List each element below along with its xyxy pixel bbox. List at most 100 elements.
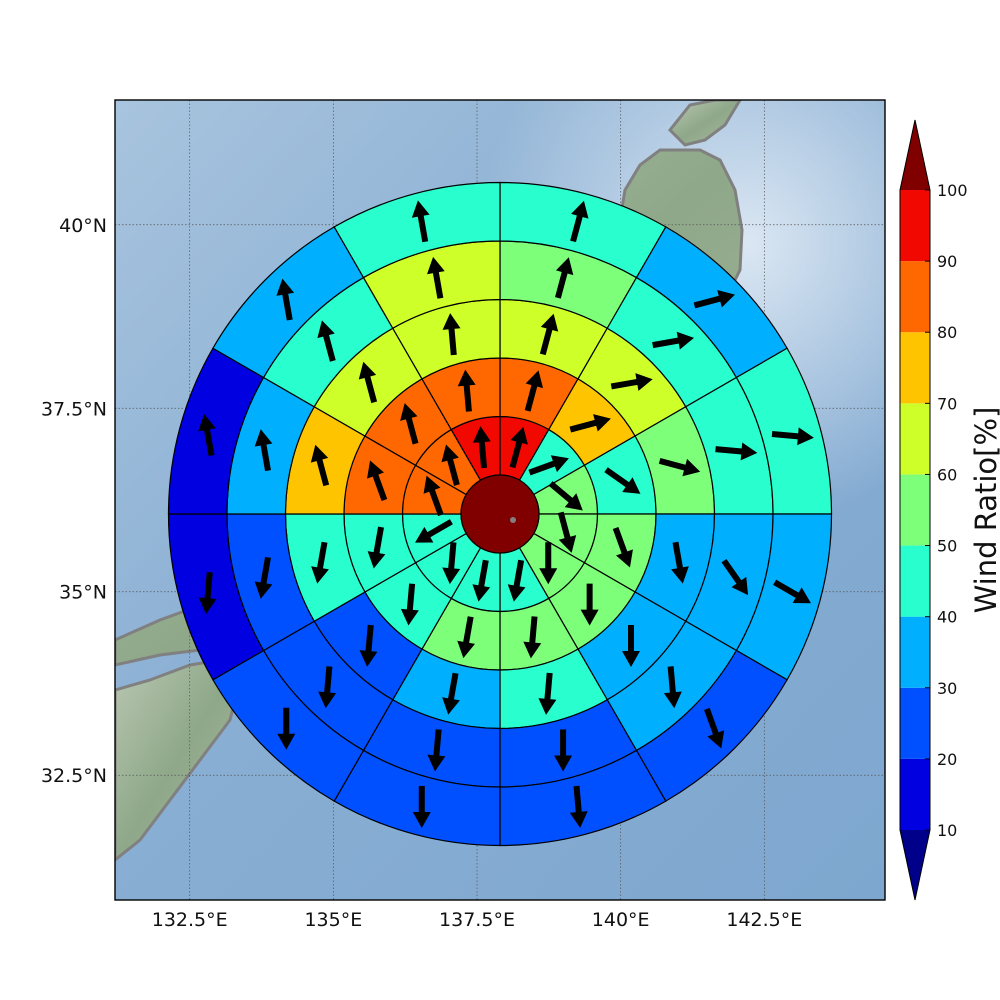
- wind-direction-arrow: [721, 558, 749, 596]
- wind-direction-arrow: [538, 672, 557, 715]
- wind-direction-arrow: [569, 414, 611, 433]
- wind-direction-arrow: [317, 320, 336, 362]
- wind-direction-arrow: [367, 526, 386, 569]
- wind-direction-arrow: [472, 426, 491, 469]
- map-axis-labels: 132.5°E 135°E 137.5°E 140°E 142.5°E 40°N 37.5°…: [41, 215, 802, 931]
- colorbar-segment: [900, 403, 930, 475]
- map-frame: [114, 99, 886, 901]
- wind-direction-arrow: [310, 444, 330, 487]
- wind-direction-arrow: [554, 729, 573, 772]
- wind-direction-arrow: [441, 444, 460, 486]
- wind-direction-arrow: [359, 624, 378, 667]
- colorbar-under-extension: [900, 830, 930, 900]
- wind-direction-arrow: [528, 455, 569, 476]
- wind-direction-arrow: [442, 672, 460, 715]
- wind-direction-arrow: [311, 541, 329, 584]
- colorbar-over-extension: [900, 120, 930, 190]
- wind-direction-arrow: [580, 583, 599, 626]
- longitude-tick-label: 140°E: [592, 909, 650, 931]
- longitude-tick-label: 132.5°E: [152, 909, 228, 931]
- latitude-tick-label: 40°N: [59, 215, 107, 237]
- wind-direction-arrow: [569, 785, 588, 828]
- wind-direction-arrow: [557, 511, 577, 553]
- longitude-tick-label: 135°E: [304, 909, 362, 931]
- colorbar-segment: [900, 687, 930, 759]
- colorbar-tick-label: 20: [937, 750, 957, 769]
- colorbar-tick-label: 100: [937, 181, 968, 200]
- wind-direction-arrow: [400, 583, 419, 626]
- wind-direction-arrow: [254, 556, 273, 599]
- longitude-tick-label: 142.5°E: [726, 909, 802, 931]
- colorbar-segment: [900, 261, 930, 333]
- kyushu-shikoku-land: [115, 658, 242, 862]
- latitude-tick-label: 32.5°N: [41, 765, 107, 787]
- colorbar-tick-label: 50: [937, 537, 957, 556]
- wind-direction-arrow: [507, 559, 526, 602]
- colorbar-tick-label: 10: [937, 821, 957, 840]
- wind-direction-arrow: [276, 278, 295, 321]
- wind-direction-arrow: [604, 467, 641, 494]
- colorbar-segment: [900, 332, 930, 404]
- colorbar-tick-label: 90: [937, 252, 957, 271]
- wind-direction-arrow: [423, 475, 444, 517]
- wind-direction-arrow: [621, 624, 640, 667]
- wind-direction-arrow: [715, 442, 758, 461]
- polar-wind-grid: [167, 181, 833, 847]
- wind-direction-arrow: [548, 481, 583, 511]
- wind-direction-arrow: [658, 457, 701, 477]
- wind-direction-arrow: [415, 519, 453, 543]
- colorbar-tick-label: 30: [937, 679, 957, 698]
- wind-direction-arrow: [524, 370, 544, 412]
- latitude-tick-label: 35°N: [59, 582, 107, 604]
- wind-direction-arrow: [358, 361, 378, 404]
- wind-direction-arrow: [610, 373, 653, 391]
- colorbar-title: Wind Ratio[%]: [969, 407, 1000, 614]
- wind-direction-arrow: [612, 526, 633, 568]
- colorbar-segment: [900, 474, 930, 546]
- wind-direction-arrow: [400, 403, 419, 445]
- wind-direction-arrow: [704, 707, 725, 749]
- wind-direction-arrow: [198, 414, 216, 456]
- colorbar-tick-label: 80: [937, 323, 957, 342]
- wind-direction-arrow: [411, 200, 430, 243]
- wind-direction-arrow: [771, 427, 814, 446]
- colorbar-tick-label: 70: [937, 394, 957, 413]
- colorbar-segment: [900, 190, 930, 262]
- colorbar-tick-label: 40: [937, 608, 957, 627]
- wind-ratio-cell: [333, 181, 501, 279]
- wind-direction-arrow: [539, 313, 559, 356]
- wind-direction-arrow: [457, 616, 476, 659]
- wind-direction-arrow: [277, 707, 296, 750]
- wind-direction-arrow: [472, 559, 491, 602]
- wind-direction-arrow: [671, 541, 689, 584]
- wind-direction-arrow: [539, 542, 558, 585]
- latitude-tick-label: 37.5°N: [41, 398, 107, 420]
- colorbar: 10 20 30 40 50 60 70 80 90 100 Wind Ratio[%]: [899, 119, 1000, 901]
- colorbar-tick-label: 60: [937, 465, 957, 484]
- wind-direction-arrow: [523, 616, 542, 659]
- wind-direction-arrow: [663, 666, 682, 709]
- longitude-tick-label: 137.5°E: [439, 909, 515, 931]
- hokkaido-land: [667, 100, 742, 147]
- center-hub: [460, 474, 540, 554]
- wind-direction-arrow: [457, 369, 476, 412]
- wind-direction-arrow: [254, 429, 273, 472]
- wind-direction-arrow: [693, 290, 735, 309]
- wind-direction-arrow: [773, 579, 812, 604]
- wind-direction-arrow: [318, 666, 337, 709]
- wind-direction-arrow: [427, 729, 446, 772]
- wind-direction-arrow: [442, 542, 461, 585]
- wind-direction-arrow: [652, 331, 695, 350]
- center-island-dot: [510, 517, 516, 523]
- wind-direction-arrow: [412, 785, 431, 828]
- wind-direction-arrow: [367, 460, 388, 502]
- colorbar-segment: [900, 758, 930, 830]
- wind-direction-arrow: [427, 256, 445, 299]
- wind-direction-arrow: [555, 257, 574, 299]
- wind-direction-arrow: [570, 200, 589, 243]
- wind-direction-arrow: [198, 572, 217, 615]
- wind-direction-arrow: [509, 426, 528, 469]
- wind-direction-arrow: [442, 313, 461, 356]
- colorbar-segment: [900, 616, 930, 688]
